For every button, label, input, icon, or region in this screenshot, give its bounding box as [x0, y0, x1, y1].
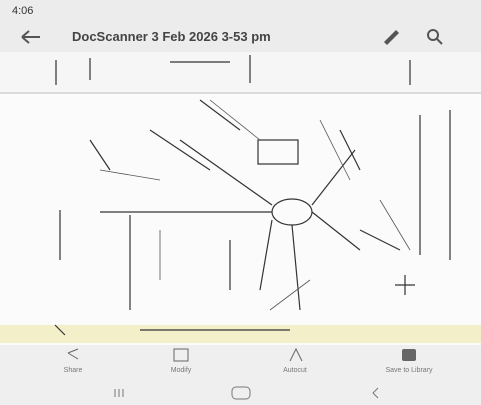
share-button[interactable]: Share [63, 367, 83, 374]
status-bar: 4:06 [0, 0, 481, 22]
document-title: DocScanner 3 Feb 2026 3-53 pm [72, 29, 271, 44]
save-button[interactable]: Save to Library [385, 367, 433, 374]
autocut-button[interactable]: Autocut [283, 367, 307, 374]
title-bar: DocScanner 3 Feb 2026 3-53 pm [0, 22, 481, 52]
bottom-toolbar: Share Modify Autocut Save to Library [0, 345, 481, 381]
search-button[interactable] [427, 29, 439, 41]
navigation-bar [0, 381, 481, 405]
modify-button[interactable]: Modify [170, 367, 192, 374]
back-button[interactable] [21, 30, 40, 44]
toolbar-icons [67, 347, 416, 362]
time: 4:06 [12, 5, 34, 17]
header-icons [21, 29, 443, 45]
nav-icons [114, 386, 379, 400]
nav-back-button[interactable] [372, 387, 379, 399]
modify-icon [173, 348, 189, 362]
edit-button[interactable] [384, 30, 399, 45]
recents-button[interactable] [114, 389, 124, 397]
home-button[interactable] [231, 386, 251, 400]
